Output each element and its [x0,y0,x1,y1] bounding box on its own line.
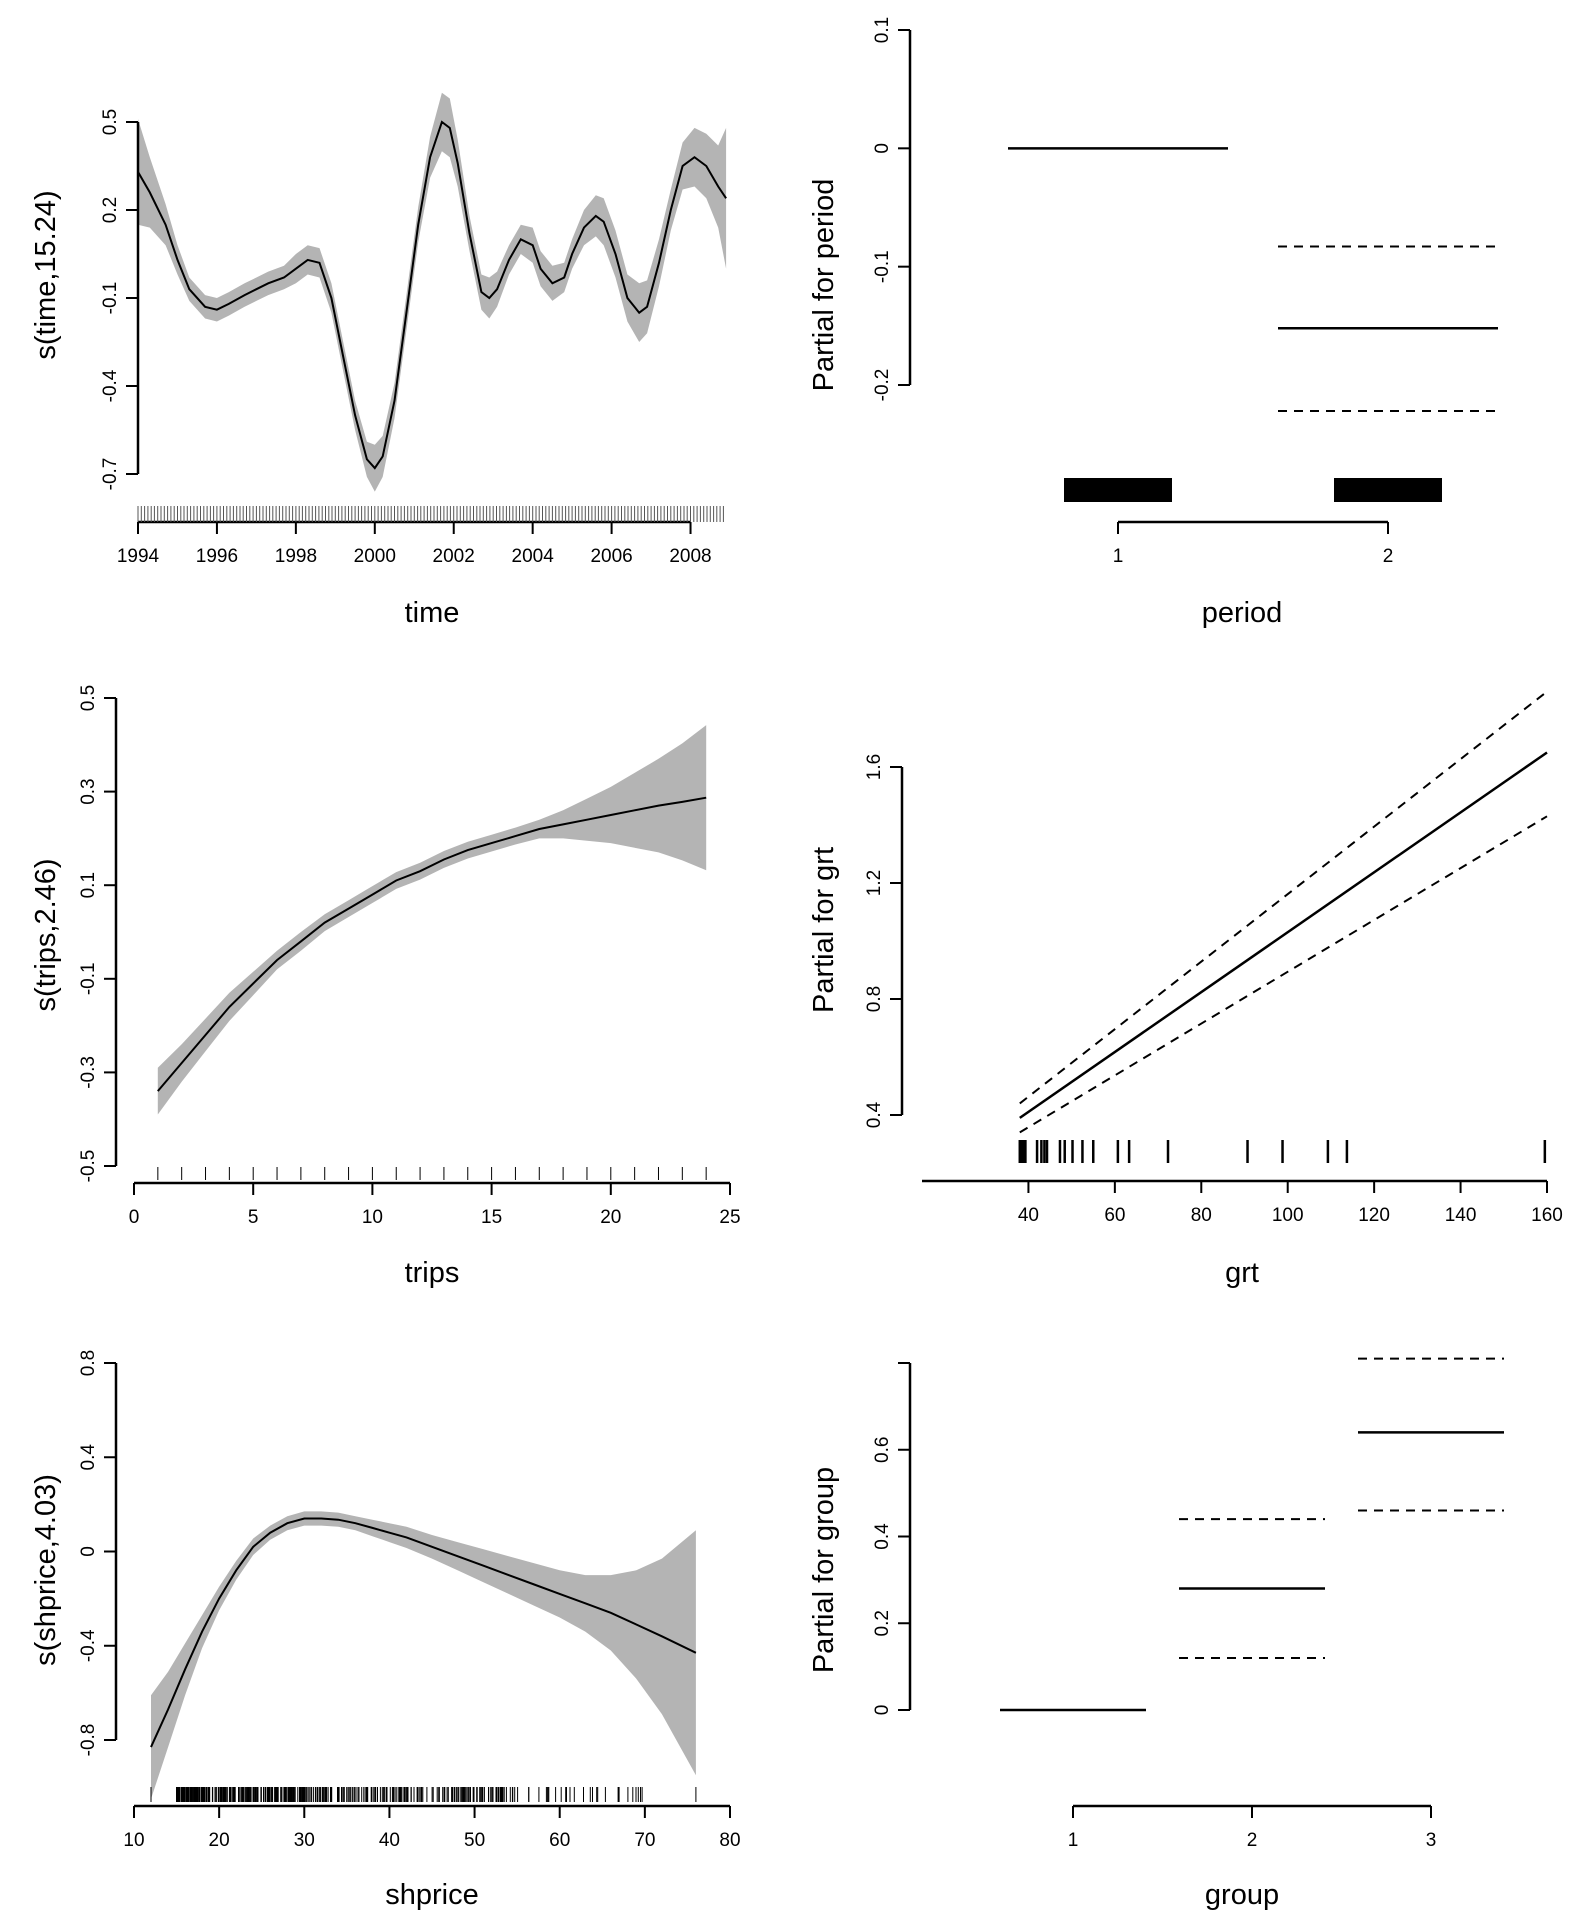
y-tick-label: 0 [872,143,893,154]
y-tick-label: 0 [78,1546,99,1557]
xlabel-time: time [405,597,460,629]
x-tick-label: 2002 [433,546,475,567]
y-tick-label: 0 [872,1705,893,1716]
x-tick-label: 80 [719,1830,740,1851]
x-tick-label: 5 [248,1207,259,1228]
x-tick-label: 15 [481,1207,502,1228]
y-tick-label: 0.3 [78,778,99,804]
rug-block-1 [1064,478,1172,502]
y-tick-label: 0.8 [78,1350,99,1376]
y-tick-label: 0.2 [100,197,121,223]
xlabel-period: period [1202,597,1283,629]
x-tick-label: 20 [209,1830,230,1851]
smooth-line [137,120,727,470]
x-tick-label: 2 [1247,1830,1258,1851]
x-tick-label: 1 [1068,1830,1079,1851]
y-tick-label: 0.4 [78,1444,99,1471]
ylabel-shprice: s(shprice,4.03) [30,1474,62,1666]
y-tick-label: 0.5 [78,685,99,711]
x-tick-label: 3 [1426,1830,1437,1851]
y-tick-label: 0.1 [872,17,893,43]
panel-trips: trips s(trips,2.46) -0.5 -0.3 -0.1 0.1 0.3 0.… [30,685,741,1289]
rug-block-2 [1334,478,1442,502]
x-tick-label: 2004 [512,546,555,567]
y-tick-label: -0.7 [100,458,121,491]
x-tick-label: 30 [294,1830,315,1851]
y-tick-label: 0.2 [872,1610,893,1636]
x-tick-label: 1 [1113,546,1124,567]
confidence-band [151,1511,696,1799]
x-tick-label: 20 [600,1207,621,1228]
y-tick-label: 0.4 [872,1523,893,1550]
x-tick-label: 50 [464,1830,485,1851]
x-tick-label: 10 [362,1207,383,1228]
x-tick-label: 1998 [275,546,317,567]
rug-time [137,506,724,522]
rug-shprice [150,1787,697,1802]
xlabel-shprice: shprice [385,1879,479,1911]
panel-shprice: shprice s(shprice,4.03) -0.8 -0.4 0 0.4 0.8 1… [30,1350,741,1911]
x-tick-label: 160 [1531,1205,1563,1226]
x-tick-label: 10 [123,1830,144,1851]
x-tick-label: 0 [129,1207,140,1228]
y-tick-label: -0.1 [872,250,893,283]
rug-grt [1018,1140,1547,1163]
x-tick-label: 2006 [590,546,632,567]
y-tick-label: -0.5 [78,1150,99,1183]
upper-se-line [1019,690,1548,1105]
y-tick-label: 0.6 [872,1437,893,1463]
panel-period: period Partial for period -0.2 -0.1 0 0.1 1 2 [808,17,1498,629]
fit-line [1019,751,1548,1119]
y-tick-label: 0.5 [100,109,121,135]
rug-trips [157,1167,707,1180]
smooth-line [157,796,707,1092]
x-tick-label: 2008 [669,546,711,567]
y-tick-label: 0.1 [78,872,99,898]
panel-time: time s(time,15.24) -0.7 -0.4 -0.1 0.2 0.5 199… [30,92,727,629]
xlabel-trips: trips [405,1257,460,1289]
x-tick-label: 2 [1383,546,1394,567]
x-tick-label: 40 [1018,1205,1039,1226]
x-tick-label: 1996 [196,546,238,567]
x-tick-label: 80 [1191,1205,1212,1226]
x-tick-label: 1994 [117,546,160,567]
y-tick-label: -0.1 [100,282,121,315]
ylabel-grt: Partial for grt [808,847,840,1013]
y-tick-label: -0.4 [78,1629,99,1662]
ylabel-trips: s(trips,2.46) [30,858,62,1011]
y-tick-label: -0.3 [78,1056,99,1089]
x-tick-label: 60 [549,1830,570,1851]
y-tick-label: -0.8 [78,1724,99,1757]
x-tick-label: 60 [1104,1205,1125,1226]
y-tick-label: -0.4 [100,369,121,402]
y-tick-label: -0.1 [78,962,99,995]
x-tick-label: 40 [379,1830,400,1851]
x-tick-label: 120 [1358,1205,1390,1226]
y-tick-label: -0.2 [872,369,893,402]
ylabel-time: s(time,15.24) [30,190,62,359]
x-tick-label: 100 [1272,1205,1304,1226]
y-tick-label: 0.8 [864,986,885,1012]
x-tick-label: 70 [634,1830,655,1851]
confidence-band [138,92,727,492]
panel-grt: grt Partial for grt 0.4 0.8 1.2 1.6 40 60 80 10… [808,690,1563,1289]
x-tick-label: 2000 [354,546,396,567]
ylabel-group: Partial for group [808,1467,840,1673]
ylabel-period: Partial for period [808,179,840,392]
y-tick-label: 1.6 [864,754,885,780]
x-tick-label: 140 [1445,1205,1477,1226]
xlabel-grt: grt [1225,1257,1259,1289]
y-tick-label: 0.4 [864,1101,885,1128]
x-tick-label: 25 [719,1207,740,1228]
panel-group: group Partial for group 0 0.2 0.4 0.6 1 2 3 [808,1357,1504,1911]
confidence-band [157,725,707,1115]
lower-se-line [1019,815,1548,1134]
y-tick-label: 1.2 [864,870,885,896]
smooth-line [150,1517,697,1748]
xlabel-group: group [1205,1879,1279,1911]
